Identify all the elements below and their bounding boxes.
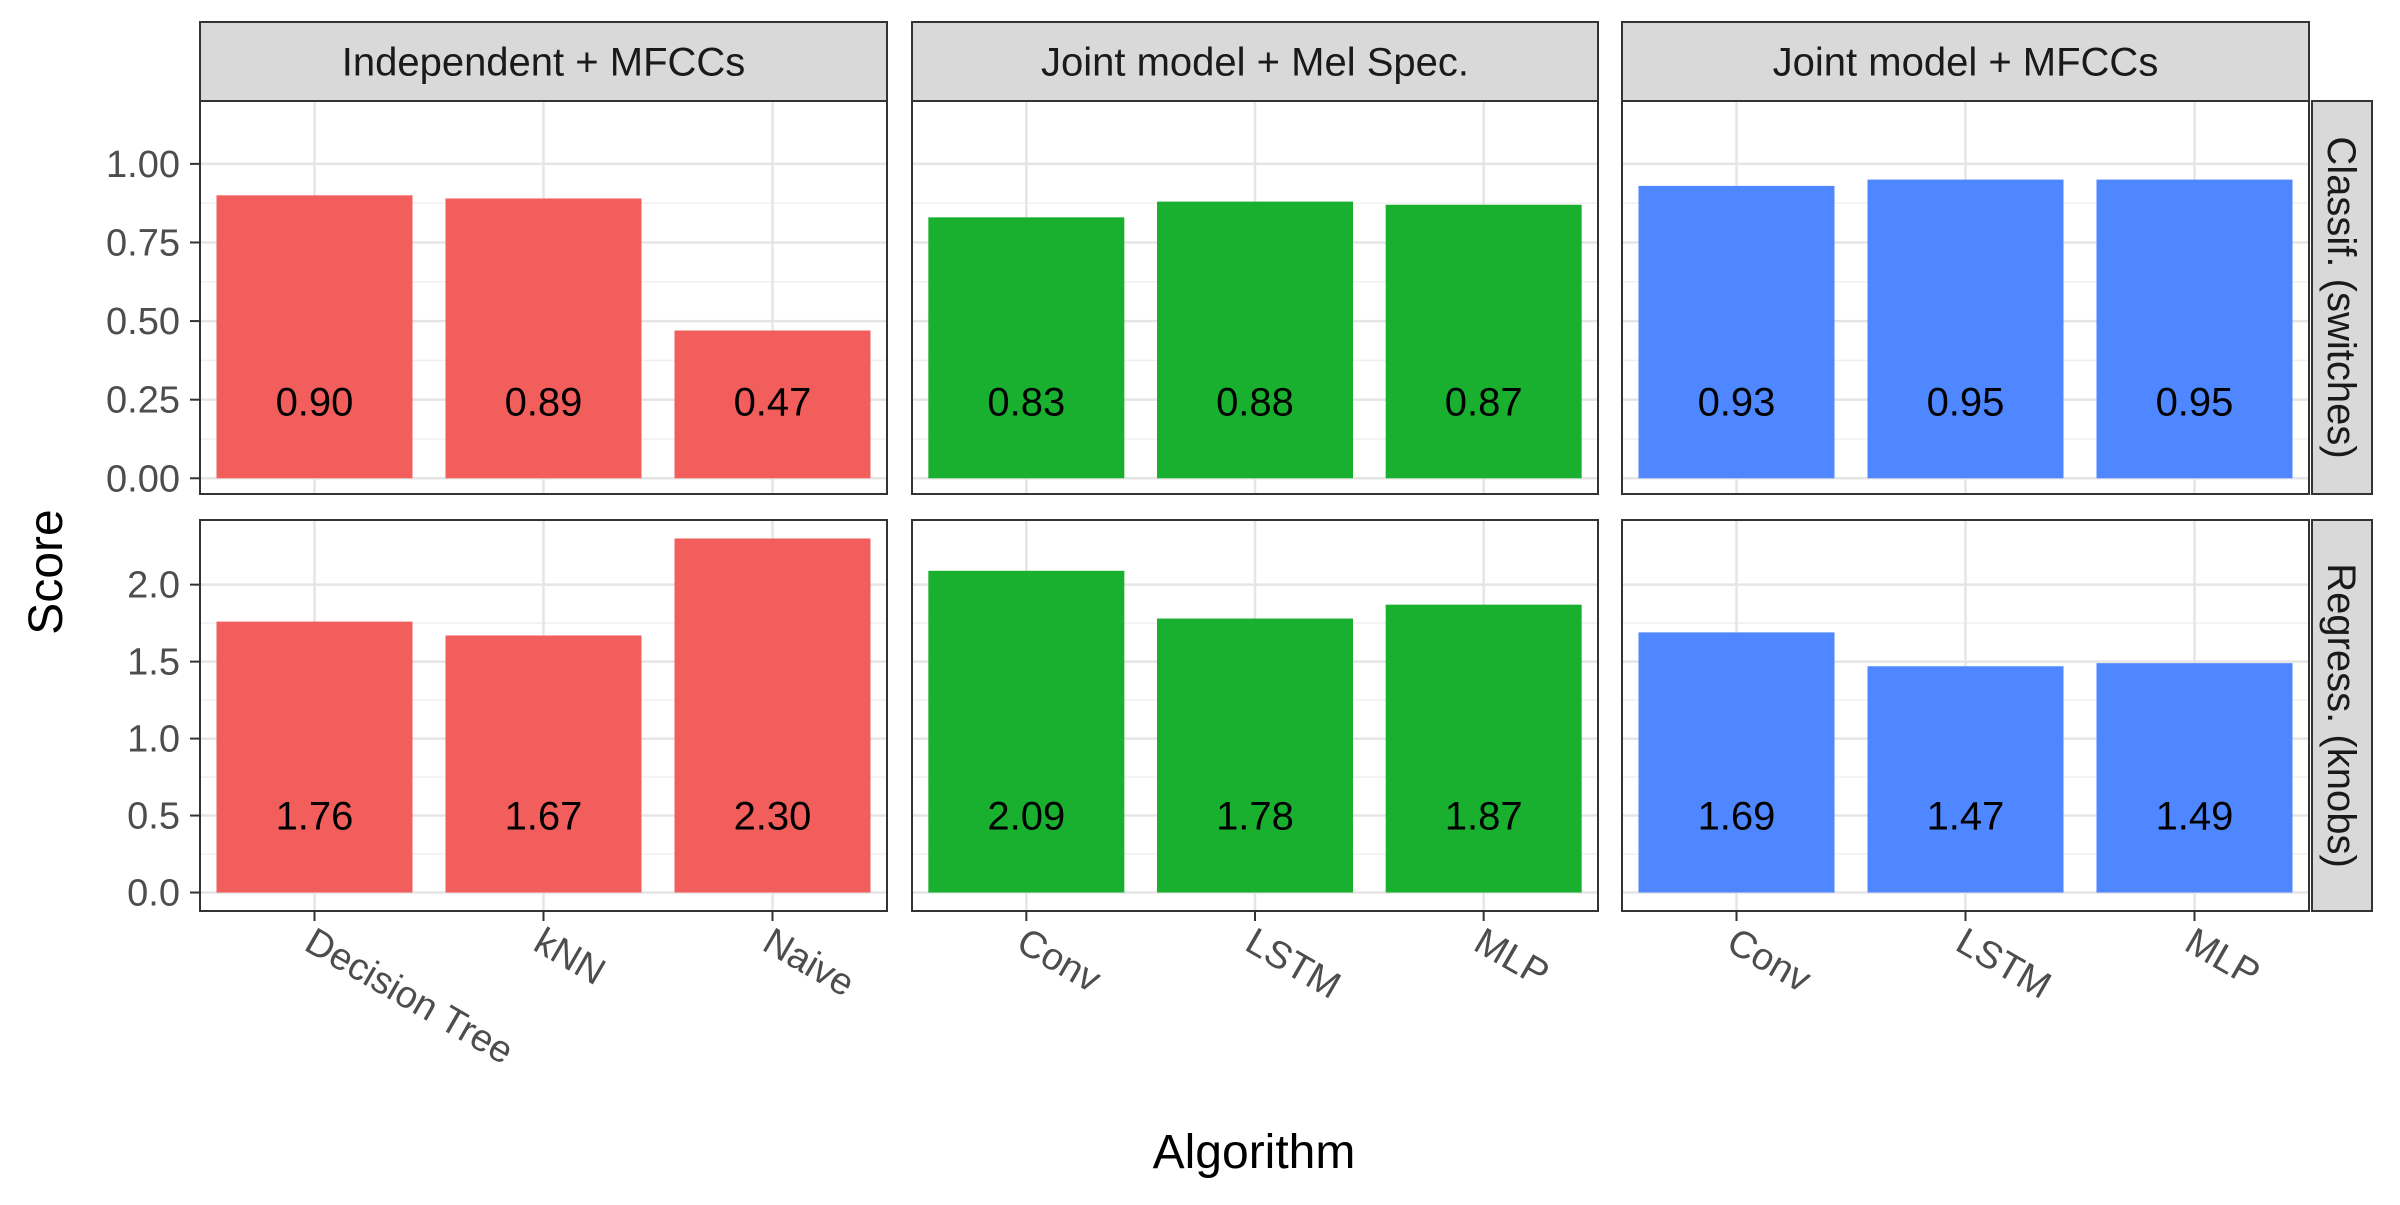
facet-strip-top [199, 21, 888, 102]
bar [1638, 185, 1835, 479]
y-tick-label: 0.0 [127, 873, 180, 915]
bar-value-label: 0.47 [734, 380, 812, 424]
bar [928, 217, 1125, 479]
y-tick-label: 0.50 [106, 301, 180, 343]
x-tick-label: LSTM [1949, 920, 2058, 1007]
y-tick-label: 1.0 [127, 719, 180, 761]
facet-strip-top [1621, 21, 2310, 102]
bar-value-label: 0.95 [1927, 380, 2005, 424]
x-tick-label: MLP [1467, 920, 1556, 995]
bar [445, 635, 642, 893]
bar-value-label: 0.88 [1216, 380, 1294, 424]
facet-strip-label: Joint model + Mel Spec. [1041, 41, 1469, 85]
bar-value-label: 1.87 [1445, 795, 1523, 839]
bar [1157, 618, 1353, 893]
bar [674, 330, 871, 479]
y-tick-label: 0.5 [127, 796, 180, 838]
bar-value-label: 0.93 [1698, 380, 1776, 424]
y-axis-title: Score [20, 509, 73, 634]
bar [216, 621, 413, 893]
x-tick-label: Naive [756, 920, 861, 1005]
panel-border [1621, 100, 2310, 495]
bar [1385, 604, 1582, 893]
bar [1385, 204, 1582, 479]
bar [928, 570, 1125, 893]
bar-value-label: 0.89 [505, 380, 583, 424]
bar-value-label: 0.87 [1445, 380, 1523, 424]
bar [1867, 666, 2064, 893]
facet-strip-label: Regress. (knobs) [2319, 563, 2363, 868]
y-tick-label: 0.25 [106, 380, 180, 422]
x-axis-title: Algorithm [1153, 1126, 1356, 1179]
bar-value-label: 2.09 [987, 795, 1065, 839]
facet-strip-top [911, 21, 1599, 102]
x-tick-label: Conv [1720, 920, 1818, 1001]
x-tick-label: Decision Tree [298, 920, 520, 1073]
facet-strip-label: Independent + MFCCs [342, 41, 746, 85]
y-tick-label: 1.5 [127, 642, 180, 684]
facet-strip-right [2311, 519, 2373, 912]
bar [674, 538, 871, 893]
bar-value-label: 1.49 [2156, 795, 2234, 839]
bar-value-label: 1.76 [276, 795, 354, 839]
y-tick-label: 1.00 [106, 144, 180, 186]
bar-value-label: 1.67 [505, 795, 583, 839]
bar [2096, 663, 2293, 893]
bar-value-label: 0.83 [987, 380, 1065, 424]
y-tick-label: 0.00 [106, 458, 180, 500]
bar [2096, 179, 2293, 479]
x-tick-label: MLP [2178, 920, 2267, 995]
bar-value-label: 0.95 [2156, 380, 2234, 424]
panel-border [911, 100, 1599, 495]
y-tick-label: 2.0 [127, 565, 180, 607]
bar-value-label: 2.30 [734, 795, 812, 839]
bar [445, 198, 642, 479]
bar [1867, 179, 2064, 479]
bar-value-label: 0.90 [276, 380, 354, 424]
x-tick-label: LSTM [1239, 920, 1348, 1007]
panel-border [199, 100, 888, 495]
bar-value-label: 1.47 [1927, 795, 2005, 839]
bar-value-label: 1.78 [1216, 795, 1294, 839]
bar [1157, 201, 1353, 479]
bar [1638, 632, 1835, 893]
facet-strip-label: Joint model + MFCCs [1773, 41, 2159, 85]
bar [216, 195, 413, 479]
bar-value-label: 1.69 [1698, 795, 1776, 839]
y-tick-label: 0.75 [106, 222, 180, 264]
x-tick-label: Conv [1010, 920, 1108, 1001]
x-tick-label: kNN [527, 920, 612, 993]
facet-strip-label: Classif. (switches) [2319, 136, 2363, 458]
facet-strip-right [2311, 100, 2373, 495]
